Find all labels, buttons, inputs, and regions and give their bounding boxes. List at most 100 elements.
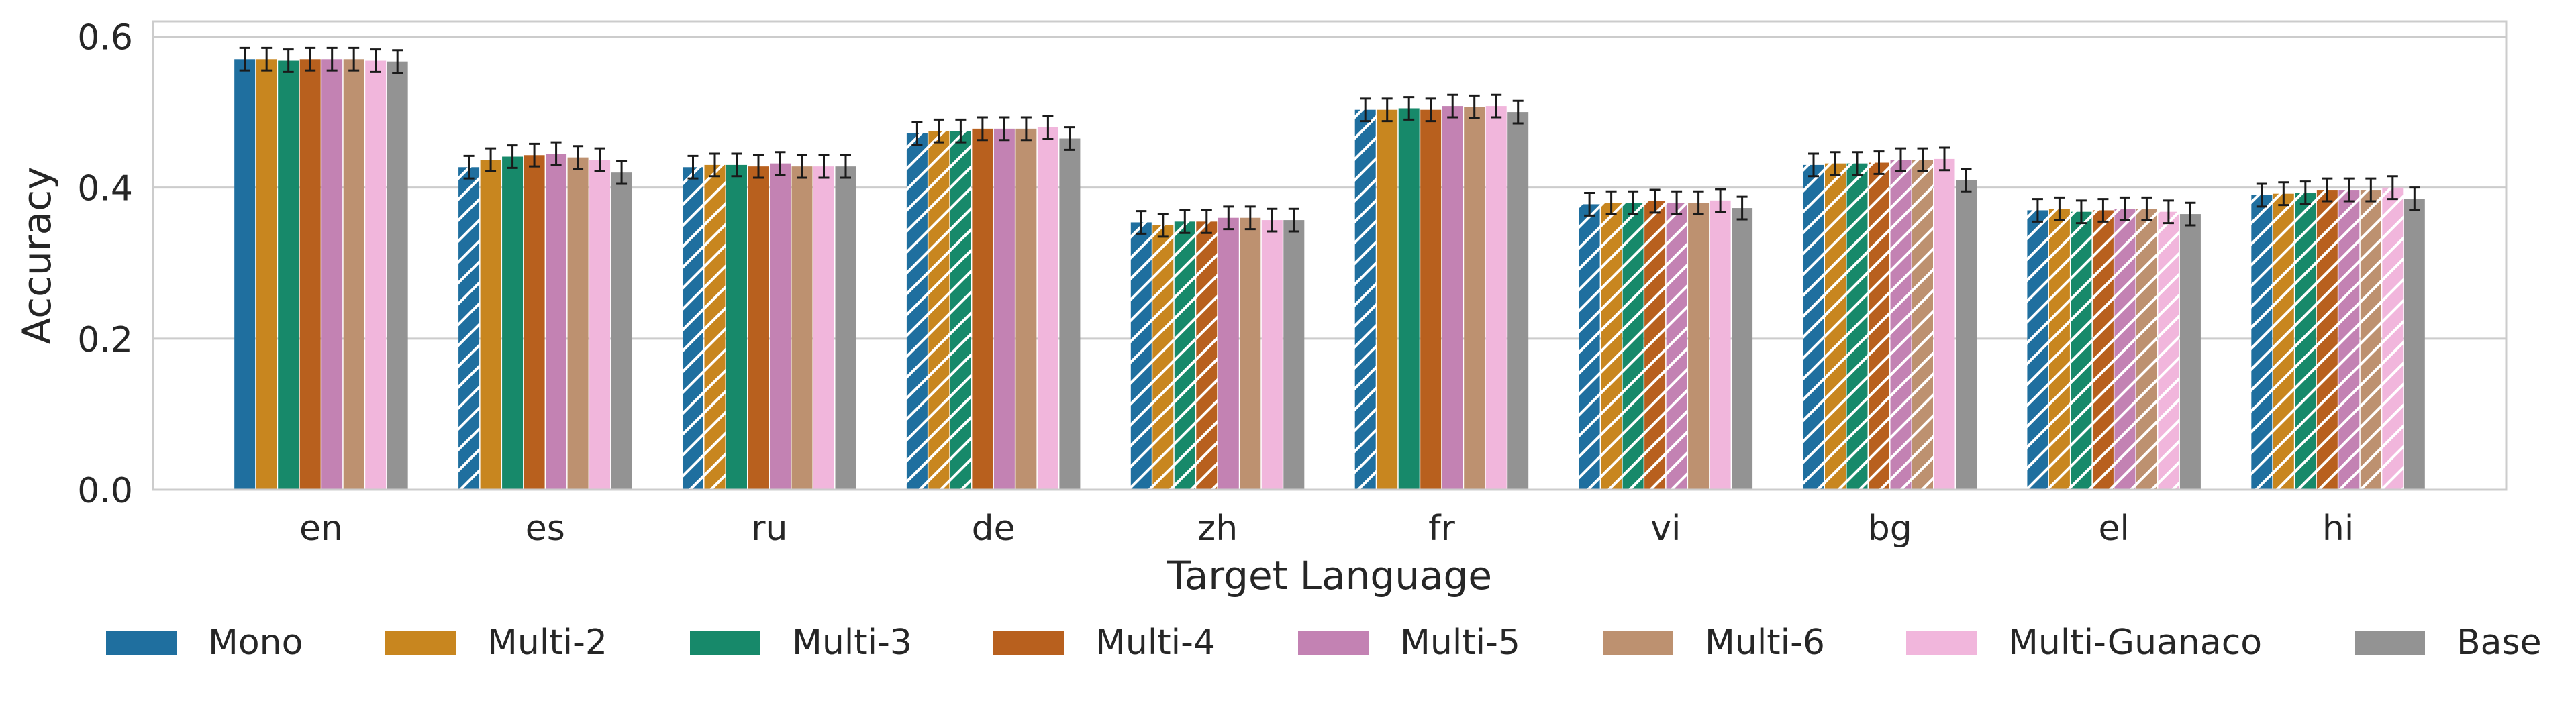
error-bar xyxy=(2032,198,2043,223)
error-bar xyxy=(1201,209,1212,234)
bar-base-el xyxy=(2179,214,2201,490)
error-bar xyxy=(1244,205,1256,231)
error-bar xyxy=(1671,190,1683,215)
error-bar xyxy=(2075,199,2087,225)
legend-item: Multi-3 xyxy=(690,623,912,663)
error-bar xyxy=(370,48,381,73)
error-bar xyxy=(1715,188,1726,213)
bar-multi-2-el xyxy=(2048,209,2070,490)
error-bar xyxy=(305,46,316,72)
bar-multi-2-bg xyxy=(1825,163,1846,490)
bar-multi-4-de xyxy=(972,128,993,490)
bar-base-en xyxy=(387,61,408,490)
legend-swatch xyxy=(1603,631,1673,655)
error-bar xyxy=(1873,150,1885,175)
error-bar xyxy=(1381,97,1393,123)
y-tick-label: 0.0 xyxy=(77,471,133,511)
legend-item: Multi-2 xyxy=(385,623,607,663)
bar-mono-bg xyxy=(1803,164,1824,490)
error-bar xyxy=(752,154,764,179)
error-bar xyxy=(1939,146,1950,172)
bar-multi-3-bg xyxy=(1846,163,1868,490)
y-axis-label: Accuracy xyxy=(14,167,60,345)
x-tick-label: de xyxy=(972,508,1015,549)
bar-multi-6-es xyxy=(567,157,589,490)
error-bar xyxy=(955,118,967,144)
error-bar xyxy=(616,160,628,185)
error-bar xyxy=(1469,94,1480,119)
bar-multi-guanaco-de xyxy=(1037,127,1058,490)
bar-base-hi xyxy=(2404,199,2425,490)
bar-multi-guanaco-bg xyxy=(1934,158,1955,490)
bar-mono-zh xyxy=(1130,222,1152,490)
error-bar xyxy=(261,46,273,72)
bar-multi-3-el xyxy=(2071,211,2092,490)
x-tick-label: es xyxy=(526,508,565,549)
error-bar xyxy=(485,147,497,172)
error-bar xyxy=(1895,147,1907,172)
x-tick-label: ru xyxy=(751,508,787,549)
legend-label: Multi-5 xyxy=(1400,623,1520,663)
bar-mono-en xyxy=(234,59,256,490)
error-bar xyxy=(731,152,742,178)
error-bar xyxy=(709,152,720,178)
error-bar xyxy=(2322,177,2333,203)
error-bar xyxy=(1288,207,1299,233)
bar-mono-es xyxy=(458,167,480,490)
legend-swatch xyxy=(690,631,760,655)
bar-multi-guanaco-es xyxy=(589,160,611,490)
error-bar xyxy=(2299,180,2311,205)
bar-multi-guanaco-hi xyxy=(2382,187,2404,490)
error-bar xyxy=(796,154,807,179)
bar-multi-5-el xyxy=(2114,209,2136,490)
error-bar xyxy=(1267,207,1278,233)
bars xyxy=(234,59,2425,490)
x-tick-label: el xyxy=(2098,508,2129,549)
error-bar xyxy=(1042,115,1054,140)
error-bar xyxy=(1736,195,1748,221)
error-bar xyxy=(1223,205,1234,231)
legend-label: Mono xyxy=(208,623,303,663)
bar-multi-6-fr xyxy=(1464,107,1485,490)
bar-multi-5-en xyxy=(321,59,343,490)
bar-multi-2-es xyxy=(480,160,501,490)
error-bar xyxy=(550,141,562,166)
legend-label: Multi-2 xyxy=(487,623,607,663)
bar-mono-hi xyxy=(2251,195,2273,490)
bar-multi-3-zh xyxy=(1174,221,1195,490)
legend-swatch xyxy=(385,631,456,655)
legend-swatch xyxy=(993,631,1064,655)
error-bar xyxy=(2409,186,2420,211)
error-bar xyxy=(326,46,338,72)
bar-multi-6-en xyxy=(343,59,364,490)
x-tick-label: vi xyxy=(1650,508,1681,549)
bar-multi-6-bg xyxy=(1912,160,1934,490)
error-bar xyxy=(2097,198,2109,223)
bar-multi-4-vi xyxy=(1644,201,1666,490)
bar-multi-4-zh xyxy=(1196,221,1218,490)
bar-multi-3-hi xyxy=(2295,193,2316,490)
error-bar xyxy=(1830,151,1841,176)
bar-multi-5-es xyxy=(546,154,567,490)
bar-multi-5-fr xyxy=(1442,106,1463,490)
y-tick-label: 0.6 xyxy=(77,18,133,58)
bar-multi-guanaco-vi xyxy=(1710,200,1731,490)
bar-multi-5-bg xyxy=(1890,160,1912,490)
error-bar xyxy=(1961,168,1972,193)
bar-multi-4-bg xyxy=(1869,162,1890,490)
bar-multi-guanaco-el xyxy=(2158,211,2179,490)
error-bar xyxy=(2365,177,2377,203)
bar-base-de xyxy=(1059,138,1081,490)
legend-swatch xyxy=(106,631,177,655)
error-bar xyxy=(2054,196,2065,221)
bar-base-bg xyxy=(1956,180,1977,490)
error-bar xyxy=(911,121,923,146)
error-bar xyxy=(1403,96,1415,121)
bar-base-fr xyxy=(1507,112,1529,490)
legend: Mono Multi-2 Multi-3 Multi-4 Multi-5 Multi-6 M… xyxy=(106,623,2542,663)
x-tick-label: en xyxy=(299,508,343,549)
bar-multi-4-fr xyxy=(1420,109,1442,490)
error-bar xyxy=(392,49,403,74)
y-tick-labels: 0.0 0.2 0.4 0.6 xyxy=(77,18,133,511)
bar-multi-5-hi xyxy=(2338,190,2360,490)
